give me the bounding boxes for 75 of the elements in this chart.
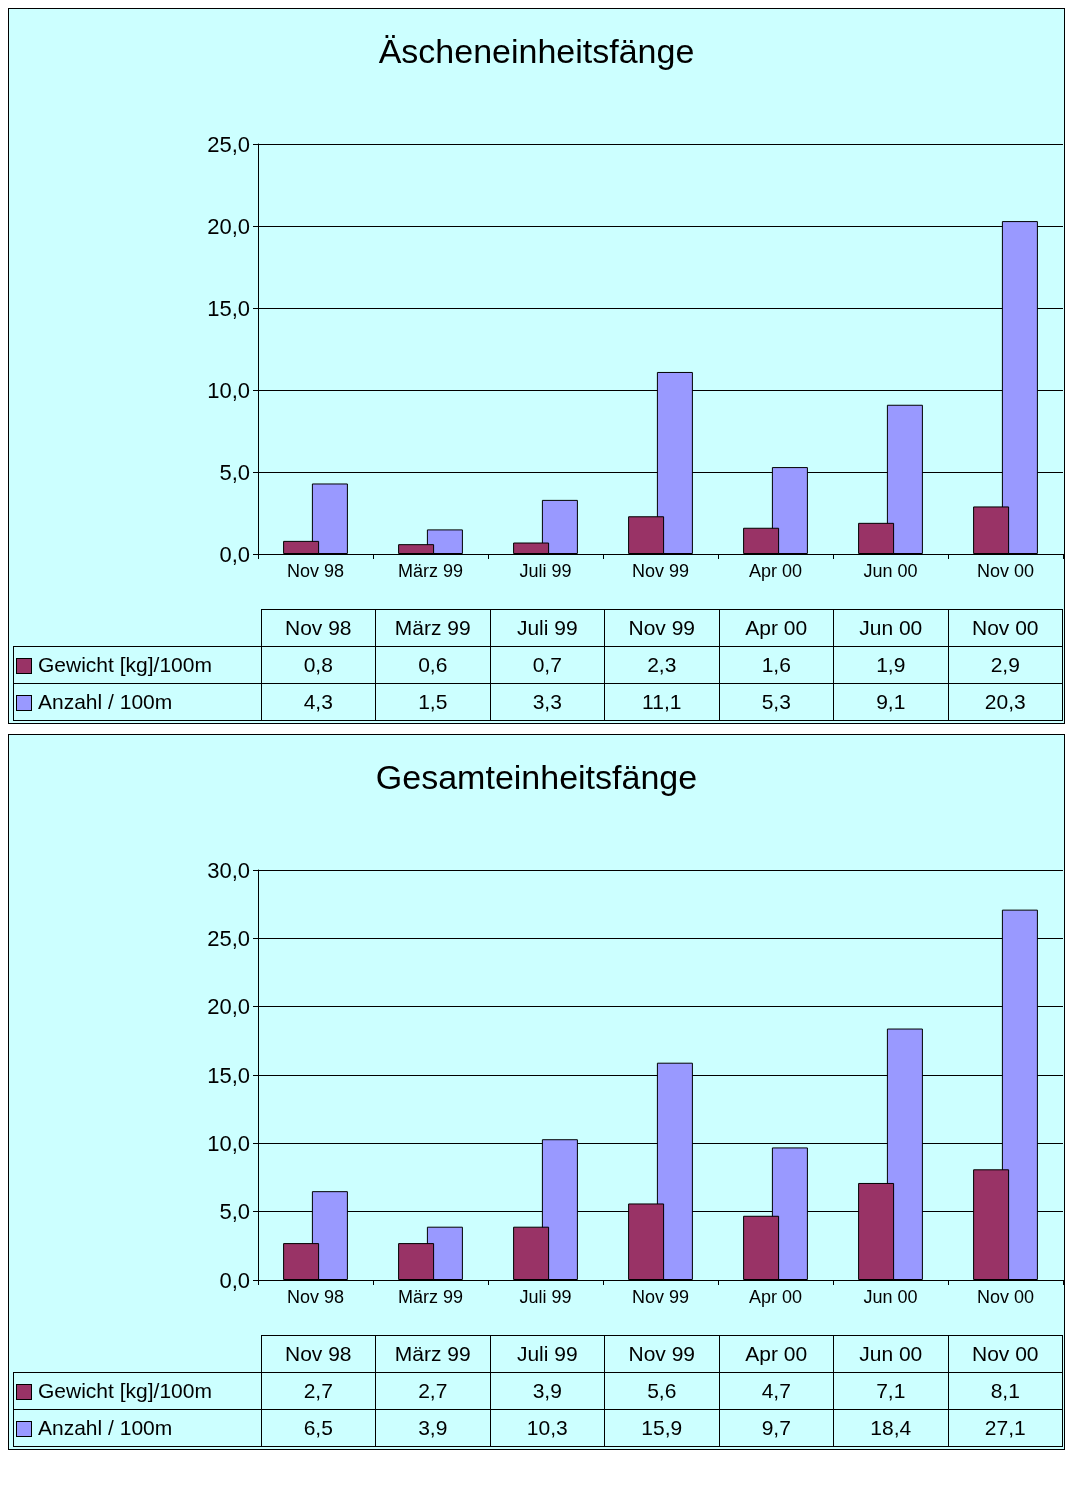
chart-title: Gesamteinheitsfänge <box>375 758 698 796</box>
data-label: 1,5 <box>375 683 490 721</box>
data-label: 2,9 <box>948 646 1063 684</box>
x-tick-label: März 99 <box>397 561 464 581</box>
x-tick-label: Nov 98 <box>286 1287 345 1307</box>
category-label: Apr 00 <box>745 616 808 639</box>
data-label: 2,3 <box>604 646 719 684</box>
data-label: 5,6 <box>604 1372 719 1410</box>
x-tick-label: Juli 99 <box>519 561 572 581</box>
y-tick-label: 10,0 <box>207 377 250 403</box>
category-label: März 99 <box>394 616 471 639</box>
legend-label: Gewicht [kg]/100m <box>13 1372 261 1410</box>
category-label: Juli 99 <box>516 1342 578 1365</box>
category-label: Nov 99 <box>628 616 696 639</box>
data-label: 0,6 <box>375 646 490 684</box>
data-label: 20,3 <box>948 683 1063 721</box>
y-tick-label: 25,0 <box>207 131 250 157</box>
data-label: 18,4 <box>833 1409 948 1447</box>
x-tick-label: Nov 00 <box>976 1287 1035 1307</box>
chart-title: Äscheneinheitsfänge <box>378 32 695 70</box>
data-label: 2,7 <box>375 1372 490 1410</box>
data-label: 8,1 <box>948 1372 1063 1410</box>
x-tick-label: Nov 99 <box>631 561 690 581</box>
data-label: 7,1 <box>833 1372 948 1410</box>
data-label: 10,3 <box>490 1409 605 1447</box>
category-label: Jun 00 <box>859 1342 923 1365</box>
data-label: 9,1 <box>833 683 948 721</box>
category-label: Nov 00 <box>971 616 1039 639</box>
x-tick-label: Nov 00 <box>976 561 1035 581</box>
data-label: 27,1 <box>948 1409 1063 1447</box>
data-label: 11,1 <box>604 683 719 721</box>
data-label: 3,9 <box>490 1372 605 1410</box>
data-label: 0,7 <box>490 646 605 684</box>
y-tick-label: 0,0 <box>219 1267 250 1293</box>
data-label: 4,3 <box>261 683 376 721</box>
data-label: 15,9 <box>604 1409 719 1447</box>
x-tick-label: Nov 99 <box>631 1287 690 1307</box>
data-label: 3,3 <box>490 683 605 721</box>
legend-label: Gewicht [kg]/100m <box>13 646 261 684</box>
data-label: 3,9 <box>375 1409 490 1447</box>
y-tick-label: 20,0 <box>207 213 250 239</box>
x-tick-label: März 99 <box>397 1287 464 1307</box>
y-tick-label: 30,0 <box>207 857 250 883</box>
category-label: Apr 00 <box>745 1342 808 1365</box>
data-label: 1,9 <box>833 646 948 684</box>
data-label: 1,6 <box>719 646 834 684</box>
y-tick-label: 20,0 <box>207 994 250 1020</box>
x-tick-label: Apr 00 <box>748 1287 803 1307</box>
y-tick-label: 0,0 <box>219 541 250 567</box>
y-tick-label: 10,0 <box>207 1130 250 1156</box>
x-tick-label: Apr 00 <box>748 561 803 581</box>
data-label: 9,7 <box>719 1409 834 1447</box>
category-label: Nov 98 <box>284 1342 352 1365</box>
category-label: Nov 98 <box>284 616 352 639</box>
y-tick-label: 5,0 <box>219 1199 250 1225</box>
category-label: Jun 00 <box>859 616 923 639</box>
y-tick-label: 15,0 <box>207 295 250 321</box>
y-tick-label: 5,0 <box>219 459 250 485</box>
data-label: 6,5 <box>261 1409 376 1447</box>
y-tick-label: 25,0 <box>207 925 250 951</box>
data-label: 4,7 <box>719 1372 834 1410</box>
legend-label: Anzahl / 100m <box>13 683 261 721</box>
data-label: 2,7 <box>261 1372 376 1410</box>
x-tick-label: Jun 00 <box>863 561 918 581</box>
x-tick-label: Nov 98 <box>286 561 345 581</box>
y-tick-label: 15,0 <box>207 1062 250 1088</box>
category-label: Juli 99 <box>516 616 578 639</box>
x-tick-label: Juli 99 <box>519 1287 572 1307</box>
category-label: Nov 99 <box>628 1342 696 1365</box>
category-label: März 99 <box>394 1342 471 1365</box>
category-label: Nov 00 <box>971 1342 1039 1365</box>
data-label: 5,3 <box>719 683 834 721</box>
legend-label: Anzahl / 100m <box>13 1409 261 1447</box>
data-label: 0,8 <box>261 646 376 684</box>
x-tick-label: Jun 00 <box>863 1287 918 1307</box>
